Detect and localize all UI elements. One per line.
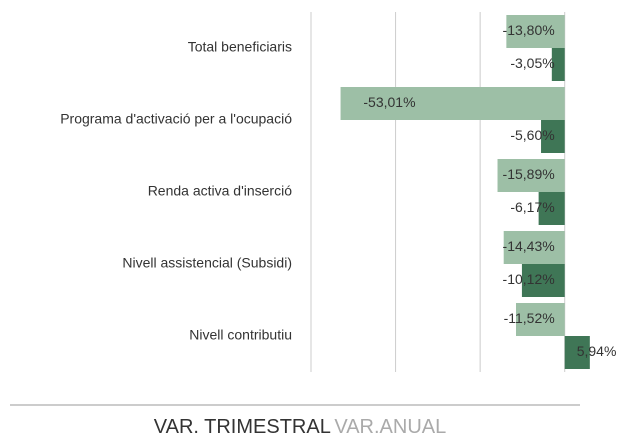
legend: VAR. TRIMESTRAL VAR.ANUAL <box>154 416 446 437</box>
bar <box>506 15 565 48</box>
bar <box>497 159 565 192</box>
value-label: -13,80% <box>503 22 555 38</box>
legend-entry: VAR.ANUAL <box>334 416 446 437</box>
value-label: -53,01% <box>363 94 415 110</box>
value-label: -14,43% <box>503 238 555 254</box>
category-label: Programa d'activació per a l'ocupació <box>60 111 292 127</box>
value-label: 5,94% <box>577 343 617 359</box>
value-label: -10,12% <box>503 271 555 287</box>
value-label: -5,60% <box>510 127 554 143</box>
value-label: -15,89% <box>503 166 555 182</box>
bar <box>541 120 565 153</box>
category-label: Renda activa d'inserció <box>148 183 293 199</box>
value-label: -11,52% <box>504 310 555 326</box>
bar <box>503 231 565 264</box>
category-label: Nivell contributiu <box>189 327 292 343</box>
bar <box>340 87 565 120</box>
bar <box>564 336 590 369</box>
bar <box>551 48 565 81</box>
bar <box>538 192 565 225</box>
category-label: Total beneficiaris <box>188 39 292 55</box>
value-label: -3,05% <box>510 55 554 71</box>
bar <box>516 303 565 336</box>
value-label: -6,17% <box>510 199 554 215</box>
category-label: Nivell assistencial (Subsidi) <box>122 255 292 271</box>
bar <box>521 264 565 297</box>
legend-entry: VAR. TRIMESTRAL <box>154 416 331 437</box>
